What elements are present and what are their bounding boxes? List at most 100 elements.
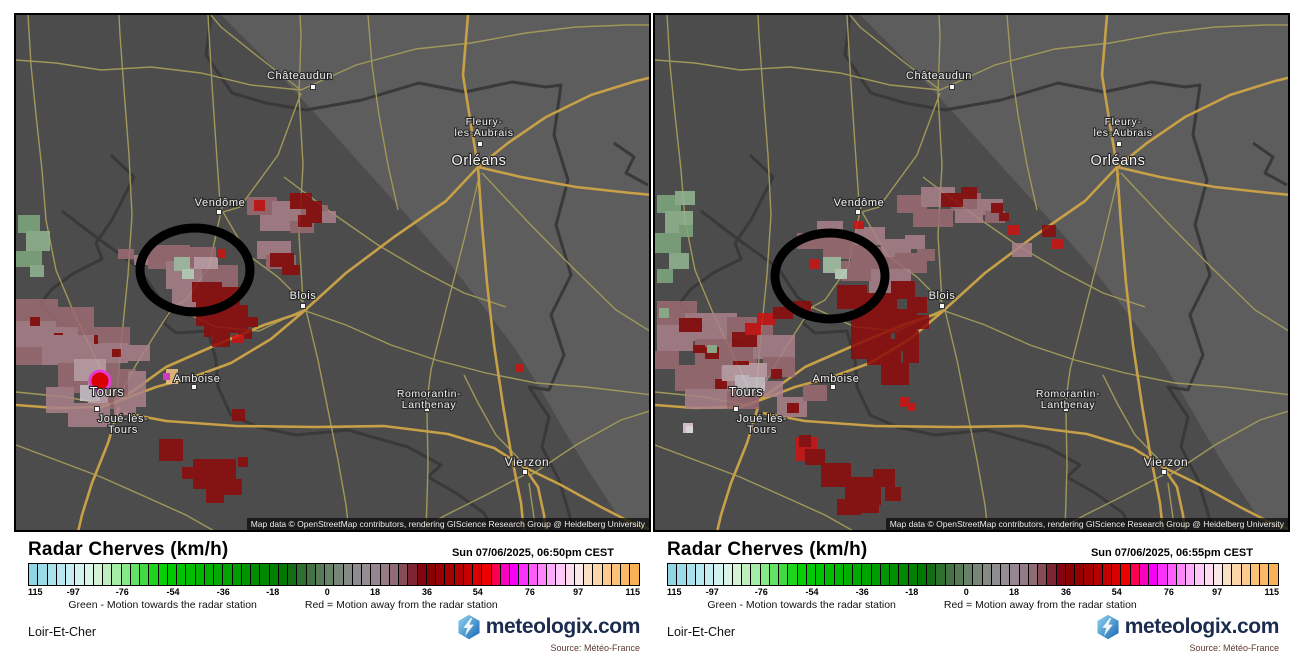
road <box>207 15 221 204</box>
radar-echoes <box>16 193 523 503</box>
legend-title: Radar Cherves (km/h) <box>28 539 229 560</box>
city-marker <box>191 384 197 390</box>
colorbar-tick-label: 97 <box>1212 587 1223 597</box>
legend-left: Radar Cherves (km/h) Sun 07/06/2025, 06:… <box>14 537 651 653</box>
annotation-ellipse <box>135 223 255 317</box>
colorbar-cell <box>362 564 372 585</box>
colorbar-cell <box>473 564 483 585</box>
city-label: Tours <box>747 424 777 436</box>
highway <box>461 15 526 530</box>
region-label: Loir-Et-Cher <box>28 625 97 639</box>
colorbar-cell <box>797 564 807 585</box>
colorbar-cell <box>510 564 520 585</box>
colorbar-cell <box>806 564 816 585</box>
department-border <box>700 209 1134 530</box>
colorbar-cell <box>195 564 205 585</box>
colorbar-tick-label: -76 <box>115 587 129 597</box>
region-label: Loir-Et-Cher <box>667 625 736 639</box>
colorbar-cell <box>306 564 316 585</box>
radar-range-boundary <box>860 15 1288 530</box>
colorbar-cell <box>325 564 335 585</box>
colorbar-cell <box>334 564 344 585</box>
colorbar-tick-label: -97 <box>66 587 80 597</box>
red-motion-note: Red = Motion away from the radar station <box>943 599 1137 611</box>
colorbar-tick-label: 18 <box>1008 587 1020 597</box>
colorbar-cell <box>297 564 307 585</box>
road <box>298 15 304 303</box>
timestamp: Sun 07/06/2025, 06:50pm CEST <box>451 547 614 559</box>
colorbar-cell <box>834 564 844 585</box>
city-label: Fleury- <box>1105 116 1142 128</box>
radar-map-right: Châteaudun Fleury-les-Aubrais Orléans Vendô… <box>653 13 1290 532</box>
city-marker <box>300 303 306 309</box>
road <box>1169 410 1288 476</box>
colorbar-cell <box>1223 564 1233 585</box>
colorbar-cell <box>593 564 603 585</box>
road <box>937 15 943 303</box>
highway <box>477 165 649 196</box>
colorbar-cell <box>343 564 353 585</box>
colorbar-cell <box>871 564 881 585</box>
colorbar-tick-label: 115 <box>667 587 682 597</box>
colorbar-cell <box>1019 564 1029 585</box>
colorbar-cell <box>954 564 964 585</box>
colorbar-cell <box>519 564 529 585</box>
city-label: Vendôme <box>195 197 246 209</box>
road <box>16 444 214 530</box>
colorbar-cell <box>890 564 900 585</box>
colorbar-cell <box>1047 564 1057 585</box>
city-label: Lanthenay <box>402 399 457 411</box>
city-label: Tours <box>108 424 138 436</box>
colorbar-cell <box>214 564 224 585</box>
colorbar-cell <box>1176 564 1186 585</box>
colorbar-cell <box>565 564 575 585</box>
city-marker <box>855 209 861 215</box>
colorbar-cell <box>1056 564 1066 585</box>
road <box>426 172 481 401</box>
highway <box>762 411 1187 530</box>
colorbar-cell <box>84 564 94 585</box>
colorbar-cell <box>121 564 131 585</box>
colorbar-cell <box>1139 564 1149 585</box>
velocity-colorbar <box>667 563 1279 586</box>
colorbar-cell <box>927 564 937 585</box>
strong-echo-cell <box>88 369 112 393</box>
colorbar-tick-label: 54 <box>1111 587 1122 597</box>
colorbar-cell <box>769 564 779 585</box>
colorbar-tick-label: -18 <box>905 587 919 597</box>
city-marker <box>1161 469 1167 475</box>
colorbar-cell <box>611 564 621 585</box>
colorbar-cell <box>1121 564 1131 585</box>
red-motion-note: Red = Motion away from the radar station <box>304 599 498 611</box>
colorbar-cell <box>1028 564 1038 585</box>
colorbar-tick-label: 76 <box>524 587 535 597</box>
colorbar-cell <box>417 564 427 585</box>
colorbar-cell <box>705 564 715 585</box>
source-label: Source: Météo-France <box>550 643 640 653</box>
radar-map-canvas: Châteaudun Fleury-les-Aubrais Orléans Vendô… <box>16 15 649 530</box>
road <box>861 92 941 213</box>
meteologix-logo[interactable]: meteologix.com <box>456 614 640 640</box>
colorbar-cell <box>1130 564 1140 585</box>
colorbar-cell <box>602 564 612 585</box>
colorbar-cell <box>1084 564 1094 585</box>
city-label: Lanthenay <box>1041 399 1096 411</box>
colorbar-cell <box>816 564 826 585</box>
colorbar-cell <box>38 564 48 585</box>
colorbar-cell <box>825 564 835 585</box>
city-label: les-Aubrais <box>1093 127 1152 139</box>
road <box>530 410 649 476</box>
road <box>16 59 302 91</box>
colorbar-cell <box>991 564 1001 585</box>
colorbar-cell <box>584 564 594 585</box>
colorbar-cell <box>408 564 418 585</box>
colorbar-cell <box>1093 564 1103 585</box>
meteologix-logo[interactable]: meteologix.com <box>1095 614 1279 640</box>
map-attribution: Map data © OpenStreetMap contributors, r… <box>246 518 649 530</box>
colorbar-tick-label: -97 <box>705 587 719 597</box>
colorbar-cell <box>686 564 696 585</box>
colorbar-cell <box>760 564 770 585</box>
colorbar-cell <box>973 564 983 585</box>
meteologix-hexagon-icon <box>1097 614 1119 640</box>
